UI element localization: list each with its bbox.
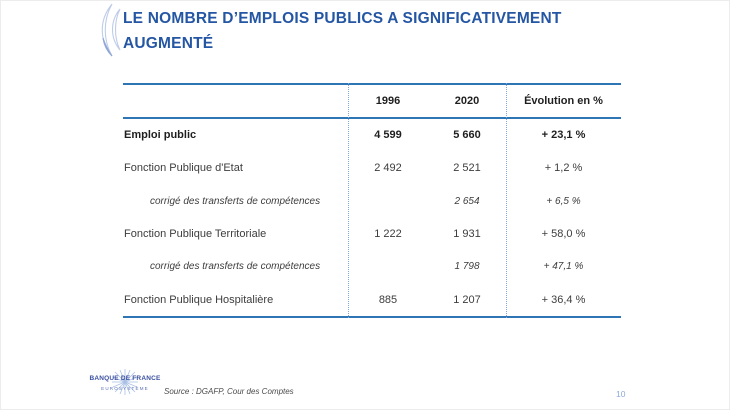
logo-starburst-icon — [112, 369, 138, 395]
value-1996: 1 222 — [374, 227, 402, 240]
value-evolution: + 1,2 % — [544, 162, 583, 175]
table-row: Fonction Publique d'Etat 2 492 2 521 + 1… — [123, 152, 621, 185]
row-label: Fonction Publique Hospitalière — [124, 293, 274, 306]
title-line-2: AUGMENTÉ — [123, 35, 214, 52]
header-cell-1996: 1996 — [375, 95, 401, 107]
banque-de-france-logo: BANQUE DE FRANCE EUROSYSTÈME — [89, 369, 161, 395]
table-row: corrigé des transferts de compétences 2 … — [123, 185, 621, 218]
page-title: LE NOMBRE D’EMPLOIS PUBLICS A SIGNIFICAT… — [123, 6, 643, 56]
value-evolution: + 23,1 % — [541, 129, 586, 142]
column-divider-line — [348, 83, 349, 318]
value-1996 — [348, 250, 428, 283]
value-1996: 4 599 — [374, 129, 402, 142]
table-row: corrigé des transferts de compétences 1 … — [123, 250, 621, 283]
source-note: Source : DGAFP, Cour des Comptes — [164, 387, 294, 396]
table-row: Emploi public 4 599 5 660 + 23,1 % — [123, 119, 621, 152]
value-evolution: + 6,5 % — [546, 195, 581, 207]
value-2020: 5 660 — [453, 129, 481, 142]
header-cell-evolution: Évolution en % — [524, 95, 603, 107]
value-evolution: + 47,1 % — [543, 261, 584, 273]
value-2020: 1 798 — [454, 261, 480, 273]
row-label: Emploi public — [124, 129, 197, 142]
logo-subtext: EUROSYSTÈME — [101, 386, 149, 391]
page-number: 10 — [616, 389, 626, 399]
row-label: Fonction Publique d'Etat — [124, 162, 243, 175]
table-body: Emploi public 4 599 5 660 + 23,1 % Fonct… — [123, 119, 621, 318]
header-cell-label — [123, 85, 348, 117]
value-1996: 885 — [378, 293, 398, 306]
value-2020: 1 207 — [453, 293, 481, 306]
brand-parentheses-icon — [101, 3, 121, 57]
table-row: Fonction Publique Territoriale 1 222 1 9… — [123, 217, 621, 250]
value-1996: 2 492 — [374, 162, 402, 175]
row-label: corrigé des transferts de compétences — [150, 195, 321, 207]
header-cell-2020: 2020 — [454, 95, 480, 107]
value-2020: 2 654 — [454, 195, 480, 207]
title-line-1: LE NOMBRE D’EMPLOIS PUBLICS A SIGNIFICAT… — [123, 10, 562, 27]
row-label: Fonction Publique Territoriale — [124, 227, 267, 240]
value-1996 — [348, 185, 428, 218]
column-divider-line — [506, 83, 507, 318]
employment-table: 1996 2020 Évolution en % Emploi public 4… — [123, 83, 621, 318]
logo-text: BANQUE DE FRANCE — [89, 375, 161, 382]
table-row: Fonction Publique Hospitalière 885 1 207… — [123, 283, 621, 316]
value-evolution: + 36,4 % — [541, 293, 586, 306]
table-header-row: 1996 2020 Évolution en % — [123, 83, 621, 119]
value-2020: 1 931 — [453, 227, 481, 240]
value-evolution: + 58,0 % — [541, 227, 586, 240]
row-label: corrigé des transferts de compétences — [150, 261, 321, 273]
value-2020: 2 521 — [453, 162, 481, 175]
